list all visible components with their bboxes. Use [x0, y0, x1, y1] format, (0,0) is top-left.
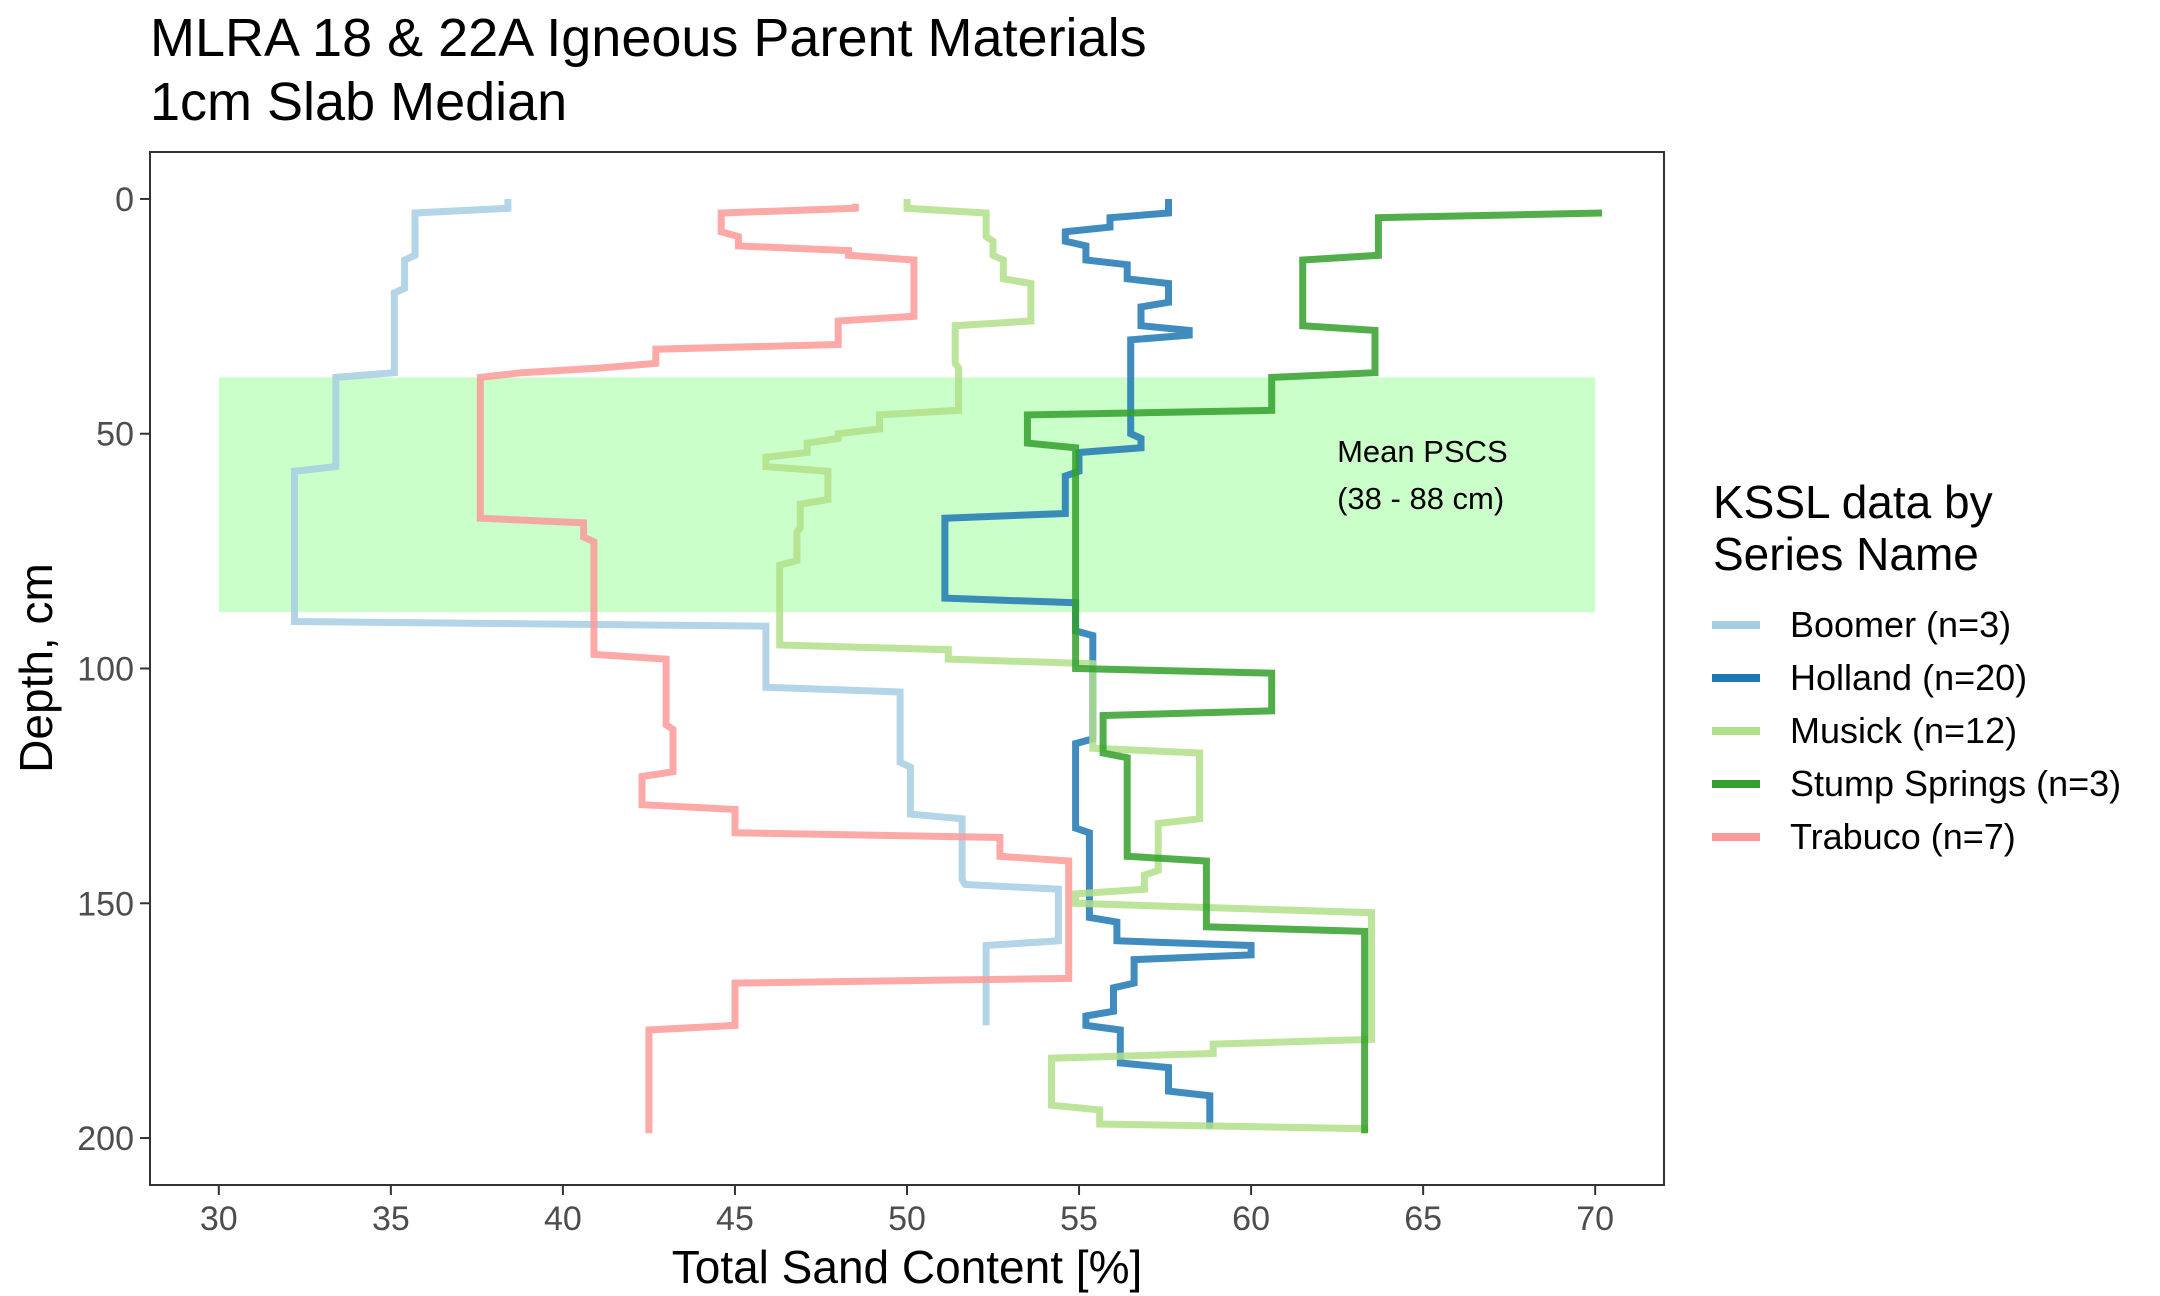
x-tick-label: 45 [716, 1200, 754, 1238]
chart-title: MLRA 18 & 22A Igneous Parent Materials [150, 8, 1147, 68]
legend-items: Boomer (n=3) Holland (n=20) Musick (n=12) S… [1712, 604, 2121, 857]
legend-label: Stump Springs (n=3) [1790, 763, 2121, 804]
legend-label: Musick (n=12) [1790, 710, 2017, 751]
series-line-boomer [291, 199, 1062, 1026]
y-tick-label: 0 [115, 181, 134, 219]
x-tick-label: 30 [200, 1200, 238, 1238]
annotation-layer: Mean PSCS (38 - 88 cm) [1337, 434, 1508, 516]
y-tick-label: 100 [77, 651, 134, 689]
series-layer [291, 199, 1603, 1134]
legend-label: Holland (n=20) [1790, 657, 2027, 698]
y-tick-label: 50 [96, 416, 134, 454]
y-tick-label: 200 [77, 1120, 134, 1158]
pscs-label-line-1: Mean PSCS [1337, 434, 1508, 469]
series-line-holland [941, 199, 1255, 1129]
x-tick-label: 70 [1576, 1200, 1614, 1238]
chart-subtitle: 1cm Slab Median [150, 72, 567, 132]
series-line-musick [762, 199, 1375, 1134]
y-tick-label: 150 [77, 885, 134, 923]
pscs-label-line-2: (38 - 88 cm) [1337, 481, 1504, 516]
legend: KSSL data by Series Name Boomer (n=3) Hol… [1712, 476, 2121, 857]
x-axis: 30 35 40 45 50 55 60 65 70 [200, 1185, 1614, 1238]
plot-panel: Mean PSCS (38 - 88 cm) [149, 151, 1665, 1186]
x-axis-label: Total Sand Content [%] [672, 1241, 1143, 1293]
series-line-stump [1023, 209, 1603, 1134]
x-tick-label: 35 [372, 1200, 410, 1238]
y-axis: 0 50 100 150 200 [77, 181, 150, 1158]
legend-label: Boomer (n=3) [1790, 604, 2011, 645]
legend-label: Trabuco (n=7) [1790, 816, 2016, 857]
x-tick-label: 40 [544, 1200, 582, 1238]
plot-border [149, 151, 1665, 1186]
legend-title-line-1: KSSL data by [1713, 476, 1993, 528]
x-tick-label: 60 [1232, 1200, 1270, 1238]
x-tick-label: 65 [1404, 1200, 1442, 1238]
x-tick-label: 55 [1060, 1200, 1098, 1238]
series-line-trabuco [476, 203, 1073, 1134]
legend-title-line-2: Series Name [1713, 528, 1979, 580]
x-tick-label: 50 [888, 1200, 926, 1238]
y-axis-label: Depth, cm [10, 563, 62, 773]
